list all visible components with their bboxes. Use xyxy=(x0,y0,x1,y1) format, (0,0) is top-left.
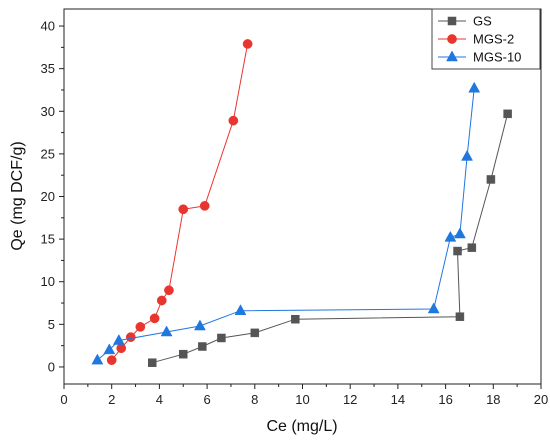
data-point xyxy=(217,333,226,343)
y-axis-ticks: 0 5 10 15 20 25 30 35 40 xyxy=(41,19,64,374)
legend-item: MGS-10 xyxy=(438,50,521,65)
data-point xyxy=(486,175,496,184)
x-tick-label: 14 xyxy=(391,392,405,407)
data-point xyxy=(453,246,462,256)
data-point xyxy=(467,243,477,252)
data-point xyxy=(91,353,104,365)
legend-marker xyxy=(447,34,457,44)
x-axis-ticks: 0 2 4 6 8 10 12 14 16 18 20 xyxy=(60,384,548,407)
data-point xyxy=(291,314,300,324)
data-point xyxy=(198,342,207,351)
data-point xyxy=(147,358,157,367)
legend-item: GS xyxy=(438,14,492,29)
series-mgs-10 xyxy=(91,81,481,365)
data-point xyxy=(444,230,457,242)
series-line xyxy=(111,43,249,361)
data-point xyxy=(116,343,127,354)
data-point xyxy=(112,334,125,345)
data-point xyxy=(455,312,465,321)
x-tick-label: 12 xyxy=(343,392,357,407)
data-point xyxy=(125,332,136,342)
data-point xyxy=(234,304,247,315)
x-tick-label: 16 xyxy=(438,392,452,407)
series-mgs-2 xyxy=(106,39,253,365)
data-point xyxy=(103,343,116,355)
series-layer xyxy=(91,39,512,367)
data-point xyxy=(135,322,146,332)
data-point xyxy=(242,39,253,49)
y-tick-label: 40 xyxy=(41,19,55,34)
x-tick-label: 6 xyxy=(203,392,210,407)
legend-label: GS xyxy=(473,14,492,29)
y-axis-title: Qe (mg DCF/g) xyxy=(9,141,26,250)
data-point xyxy=(164,285,174,296)
legend-item: MGS-2 xyxy=(438,32,514,47)
data-point xyxy=(503,109,512,119)
y-tick-label: 10 xyxy=(41,274,55,289)
data-point xyxy=(194,319,206,331)
x-axis-title: Ce (mg/L) xyxy=(266,418,337,435)
data-point xyxy=(228,115,239,126)
y-tick-label: 0 xyxy=(48,359,55,374)
data-point xyxy=(156,295,167,306)
data-point xyxy=(160,325,173,337)
series-gs xyxy=(147,109,512,367)
x-tick-label: 20 xyxy=(534,392,548,407)
x-tick-label: 2 xyxy=(108,392,115,407)
x-tick-label: 18 xyxy=(486,392,500,407)
x-tick-label: 0 xyxy=(60,392,67,407)
y-tick-label: 25 xyxy=(41,146,55,161)
data-point xyxy=(453,227,466,239)
data-point xyxy=(178,204,189,215)
y-tick-label: 20 xyxy=(41,189,55,204)
x-tick-label: 4 xyxy=(156,392,163,407)
data-point xyxy=(179,349,188,359)
data-point xyxy=(461,149,473,161)
data-point xyxy=(199,201,210,211)
legend-label: MGS-10 xyxy=(473,50,521,65)
data-point xyxy=(106,355,117,365)
data-point xyxy=(149,313,160,324)
legend: GS MGS-2 MGS-10 xyxy=(431,8,541,70)
x-tick-label: 10 xyxy=(295,392,309,407)
data-point xyxy=(250,328,260,338)
y-tick-label: 35 xyxy=(41,61,55,76)
data-point xyxy=(427,302,440,314)
legend-label: MGS-2 xyxy=(473,32,514,47)
legend-marker xyxy=(447,16,457,26)
legend-marker xyxy=(446,50,458,62)
y-tick-label: 30 xyxy=(41,104,55,119)
x-tick-label: 8 xyxy=(251,392,258,407)
y-tick-label: 5 xyxy=(48,317,55,332)
y-tick-label: 15 xyxy=(41,232,55,247)
data-point xyxy=(468,81,481,93)
